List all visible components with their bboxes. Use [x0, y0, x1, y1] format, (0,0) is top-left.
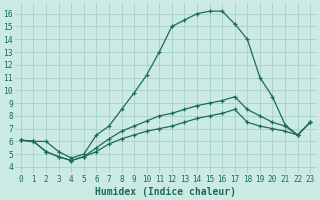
- X-axis label: Humidex (Indice chaleur): Humidex (Indice chaleur): [95, 186, 236, 197]
